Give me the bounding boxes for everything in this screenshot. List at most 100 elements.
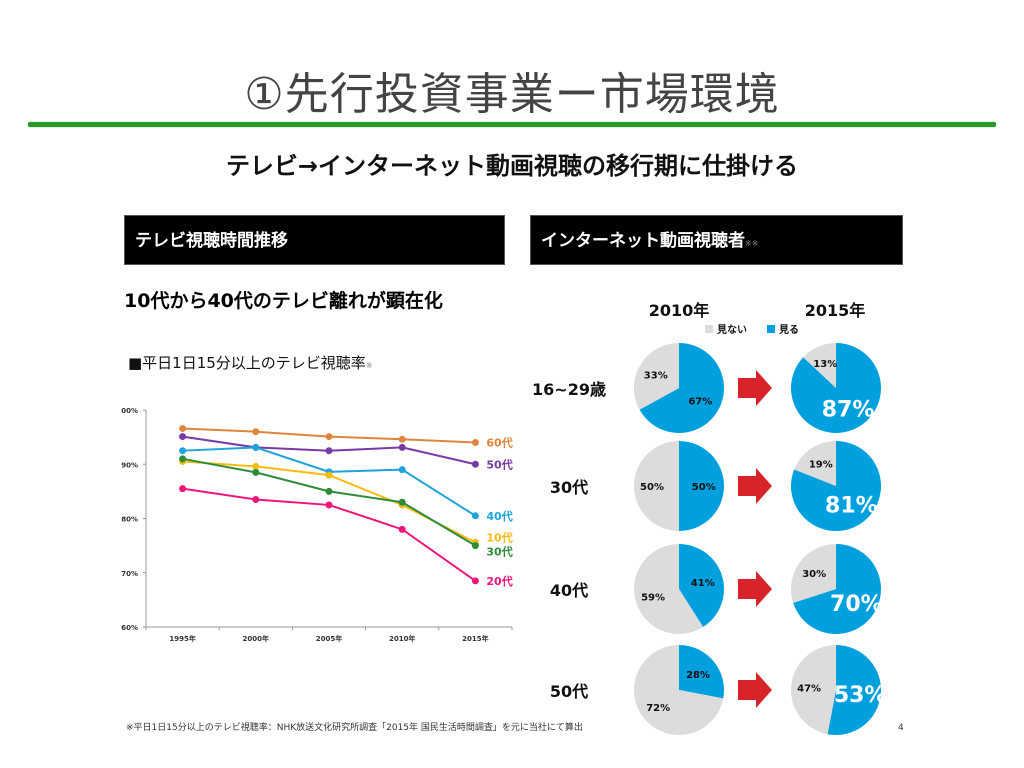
data-point <box>252 468 260 476</box>
x-tick-label: 2015年 <box>462 634 488 643</box>
data-point <box>179 455 187 463</box>
pie-label-not-watch: 13% <box>813 359 837 370</box>
right-arrow-icon <box>738 672 772 708</box>
pie-label-watch: 28% <box>686 670 710 681</box>
data-point <box>398 525 406 533</box>
pie-row: 16~29歳 67% 33% 87% 13% <box>532 343 882 433</box>
pie-slice-watch <box>790 441 881 532</box>
data-point <box>179 424 187 432</box>
subhead-note: ※ <box>365 361 373 370</box>
slide-subtitle: テレビ→インターネット動画視聴の移行期に仕掛ける <box>225 152 799 180</box>
pie-2010: 50% 50% <box>634 441 724 531</box>
pie-slice-not-watch <box>633 544 704 634</box>
series-label: 50代 <box>486 457 512 471</box>
series-60代: 60代 <box>179 424 513 450</box>
pie-2010: 67% 33% <box>634 343 725 433</box>
data-point <box>179 447 187 455</box>
data-point <box>325 433 333 441</box>
series-label: 30代 <box>486 545 512 559</box>
data-point <box>471 439 479 447</box>
pie-row: 50代 28% 72% 53% 47% <box>550 645 886 735</box>
data-point <box>325 487 333 495</box>
data-point <box>325 501 333 509</box>
data-point <box>252 443 260 451</box>
data-point <box>471 577 479 585</box>
pie-2010: 41% 59% <box>633 544 724 634</box>
data-point <box>179 433 187 441</box>
left-panel-header-text: テレビ視聴時間推移 <box>135 231 288 251</box>
pie-slice-watch <box>639 343 725 433</box>
footnote: ※平日1日15分以上のテレビ視聴率：NHK放送文化研究所調査「2015年 国民生… <box>126 723 583 733</box>
accent-rule <box>28 122 996 127</box>
y-tick-label: 80% <box>121 516 138 524</box>
y-tick-label: 00% <box>121 407 138 415</box>
pie-label-watch: 70% <box>830 592 883 617</box>
age-group-label: 16~29歳 <box>532 380 606 399</box>
age-group-label: 40代 <box>550 581 588 600</box>
pie-label-watch: 41% <box>691 578 715 589</box>
series-label: 60代 <box>486 436 512 450</box>
data-point <box>398 498 406 506</box>
right-arrow-icon <box>738 571 772 607</box>
pie-slice-not-watch <box>634 441 679 531</box>
age-group-label: 30代 <box>550 478 588 497</box>
pie-label-not-watch: 47% <box>797 683 821 694</box>
pie-label-watch: 50% <box>692 482 716 493</box>
x-tick-label: 2000年 <box>243 634 269 643</box>
x-tick-label: 1995年 <box>169 634 195 643</box>
series-30代: 30代 <box>179 455 513 559</box>
pie-row: 30代 50% 50% 81% 19% <box>550 441 881 532</box>
pie-label-watch: 67% <box>688 397 712 408</box>
left-panel-subhead: ■平日1日15分以上のテレビ視聴率※ <box>128 352 373 373</box>
data-point <box>325 471 333 479</box>
pie-slice-watch <box>791 343 882 433</box>
series-20代: 20代 <box>179 485 513 588</box>
pie-label-not-watch: 50% <box>640 482 664 493</box>
pie-label-watch: 87% <box>822 398 875 423</box>
pie-slice-not-watch <box>803 343 836 388</box>
pie-slice-not-watch <box>791 645 836 735</box>
pie-2015: 53% 47% <box>791 645 886 735</box>
pie-slice-watch <box>679 441 724 531</box>
pie-slice-not-watch <box>790 544 836 603</box>
y-tick-label: 60% <box>121 624 138 632</box>
data-point <box>471 542 479 550</box>
pie-label-not-watch: 72% <box>646 703 670 714</box>
x-tick-label: 2010年 <box>389 634 415 643</box>
x-tick-label: 2005年 <box>316 634 342 643</box>
pie-slice-watch <box>679 645 724 699</box>
slide-title: ①先行投資事業ー市場環境 <box>244 69 780 120</box>
page-number: 4 <box>898 723 904 733</box>
data-point <box>252 428 260 436</box>
pie-groups: 16~29歳 67% 33% 87% 13% 30代 50% 50% 81% 19% 40代 41% 5… <box>532 343 886 735</box>
line-chart-axes: 00% 90% 80% 70% 60% 1995年 2000年 2005年 2010年 2015年 <box>121 407 513 643</box>
pie-slice-not-watch <box>634 343 679 410</box>
pie-slice-watch <box>679 544 724 627</box>
legend-swatch-watch <box>767 325 775 333</box>
data-point <box>325 447 333 455</box>
data-point <box>398 466 406 474</box>
data-point <box>252 462 260 470</box>
subhead-text: ■平日1日15分以上のテレビ視聴率 <box>128 354 366 372</box>
pie-label-not-watch: 59% <box>641 593 665 604</box>
y-tick-label: 90% <box>121 461 138 469</box>
pie-label-not-watch: 30% <box>802 569 826 580</box>
year-label-2015: 2015年 <box>805 301 866 320</box>
data-point <box>471 512 479 520</box>
pie-2015: 81% 19% <box>790 441 881 532</box>
pie-slice-not-watch <box>634 645 724 735</box>
year-label-2010: 2010年 <box>649 301 710 320</box>
left-panel-header: テレビ視聴時間推移 <box>124 215 505 265</box>
right-panel-header: インターネット動画視聴者※※ <box>530 215 903 265</box>
age-group-label: 50代 <box>550 682 588 701</box>
pie-2015: 70% 30% <box>790 544 883 635</box>
legend-swatch-not-watch <box>705 325 713 333</box>
series-label: 20代 <box>486 574 512 588</box>
pie-label-watch: 53% <box>834 683 887 708</box>
series-label: 10代 <box>486 530 512 544</box>
data-point <box>471 460 479 468</box>
legend-label-not-watch: 見ない <box>716 324 747 336</box>
right-arrow-icon <box>738 468 772 504</box>
